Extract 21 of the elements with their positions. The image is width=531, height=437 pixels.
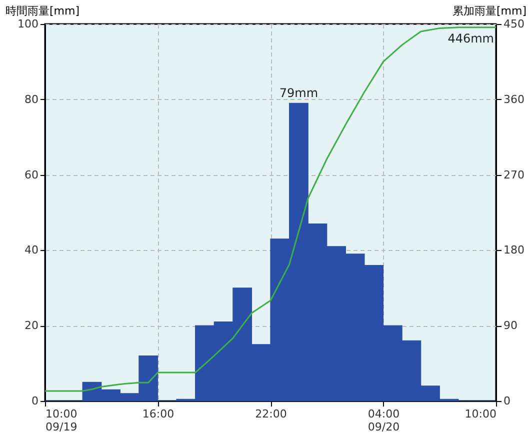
y2-tick-label: 450	[504, 18, 524, 30]
y2-tick-label: 90	[504, 319, 518, 332]
y-axis-title: 時間雨量[mm]	[6, 4, 80, 18]
y-tick-label: 100	[18, 18, 38, 30]
x-tick-label: 22:00	[255, 408, 287, 420]
y2-axis-title: 累加雨量[mm]	[452, 4, 526, 18]
y-tick-label: 60	[24, 168, 38, 182]
y-tick-label: 40	[24, 244, 38, 257]
y2-tick-label: 270	[504, 168, 524, 182]
y2-tick-label: 0	[504, 394, 510, 408]
x-tick-label: 10:00 09/19	[46, 408, 78, 434]
annotation: 446mm	[448, 31, 494, 46]
annotation: 79mm	[279, 86, 318, 100]
y-tick-label: 20	[24, 319, 38, 332]
y-tick-label: 0	[32, 394, 38, 408]
y2-tick-label: 360	[504, 92, 524, 106]
x-tick-label: 10:00	[464, 408, 496, 420]
y2-tick-label: 180	[504, 244, 524, 257]
x-tick-label: 04:00 09/20	[368, 408, 400, 434]
x-tick-label: 16:00	[142, 408, 174, 420]
y-tick-label: 80	[24, 92, 38, 106]
